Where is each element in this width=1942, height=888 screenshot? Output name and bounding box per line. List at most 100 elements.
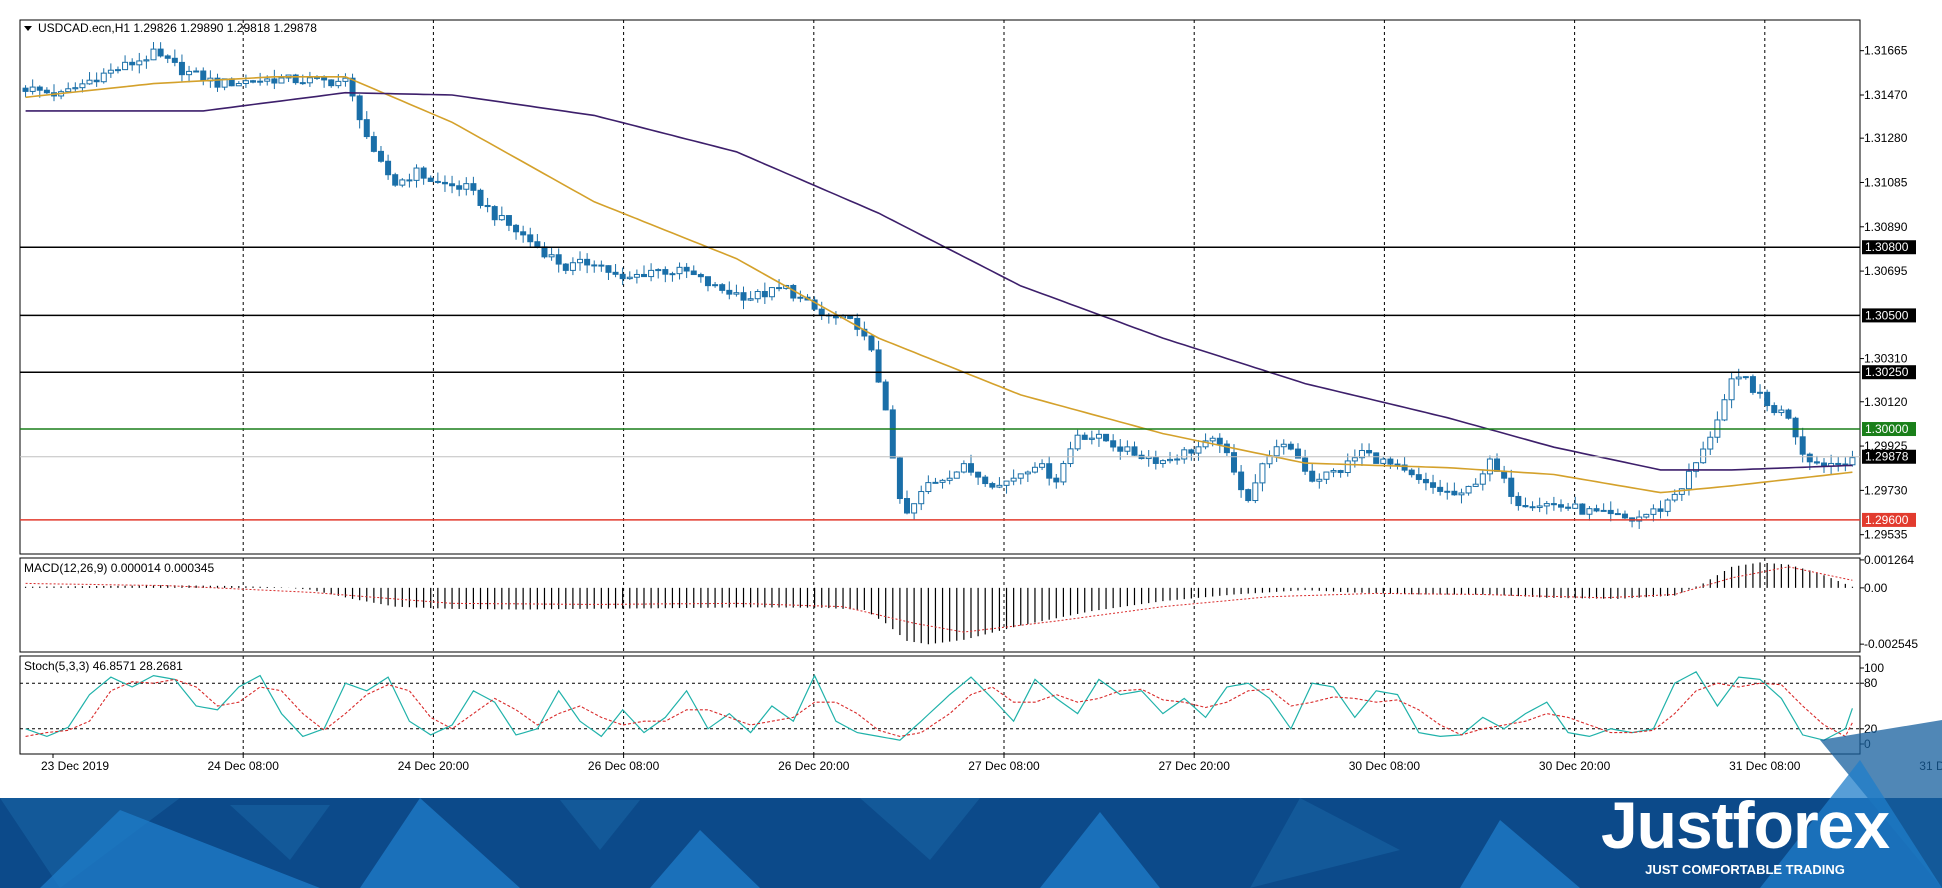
candle-body [470,183,477,191]
price-axis-label: 1.30120 [1864,395,1908,409]
macd-signal-line [25,566,1853,633]
candle-body [1792,417,1799,438]
candle-body [640,273,647,278]
candle-body [1231,452,1238,473]
candle-body [761,291,768,298]
candle-body [548,254,555,258]
candle-body [1764,391,1771,407]
candle-body [413,167,420,181]
candle-body [648,269,655,278]
candle-body [1657,508,1664,512]
time-label: 26 Dec 08:00 [588,759,660,773]
candle-body [72,87,79,90]
banner-shape [1250,798,1400,888]
candle-body [214,77,221,88]
candle-body [29,86,36,92]
candle-body [377,150,384,162]
candle-body [1280,443,1287,448]
candle-body [1031,466,1038,473]
candle-body [960,463,967,473]
candle-body [733,292,740,295]
candle-body [1515,495,1522,507]
candle-body [868,335,875,351]
collapse-arrow-icon [24,26,32,31]
candle-body [1309,470,1316,482]
candle-body [541,246,548,258]
candle-body [1323,471,1330,480]
candle-body [157,48,164,57]
moving-average-fast [25,76,1853,494]
candle-body [690,270,697,276]
candle-body [1067,448,1074,465]
candle-body [1039,463,1046,468]
stoch-axis-label: 100 [1864,661,1884,675]
candle-body [989,483,996,488]
candle-body [569,262,576,271]
price-axis-label: 1.29535 [1864,528,1908,542]
candle-body [1835,462,1842,465]
candle-body [257,80,264,83]
candle-body [1088,437,1095,440]
candle-body [306,77,313,84]
candle-body [200,70,207,82]
candle-body [93,79,100,83]
candle-body [854,317,861,330]
candle-body [1479,473,1486,485]
current-price-label: 1.29878 [1865,450,1909,464]
candle-body [114,69,121,72]
candle-body [321,76,328,81]
candle-body [1799,436,1806,455]
candle-body [150,48,157,61]
candle-body [1081,434,1088,440]
candle-body [1685,470,1692,490]
candle-body [1813,461,1820,464]
candle-body [1501,470,1508,479]
candle-body [1373,452,1380,464]
candle-body [278,77,285,84]
time-label: 30 Dec 20:00 [1539,759,1611,773]
candle-body [1046,463,1053,479]
banner-shape [1040,812,1160,888]
candle-body [1621,513,1628,519]
candle-body [370,136,377,152]
candle-body [1771,405,1778,414]
candle-body [171,57,178,63]
candle-body [1131,446,1138,456]
candle-body [392,174,399,186]
symbol-header: USDCAD.ecn,H1 1.29826 1.29890 1.29818 1.… [38,21,317,35]
candle-body [1110,440,1117,448]
candle-body [65,88,72,93]
candle-body [982,476,989,485]
candle-body [335,80,342,87]
candle-body [1188,449,1195,454]
candle-body [683,266,690,272]
candle-body [598,264,605,267]
candle-body [1167,458,1174,462]
candle-body [122,61,129,71]
price-level-label: 1.30250 [1865,365,1909,379]
candle-body [1344,460,1351,474]
candle-body [1024,471,1031,475]
banner-shape [560,800,640,850]
time-label: 24 Dec 08:00 [208,759,280,773]
candle-body [889,409,896,459]
candle-body [1060,463,1067,483]
candle-body [1387,458,1394,465]
candle-body [356,95,363,121]
candle-body [1124,446,1131,452]
candle-body [1785,409,1792,419]
candle-body [1216,437,1223,445]
candle-body [925,482,932,493]
banner-shape [1460,820,1580,888]
candle-body [612,271,619,275]
candle-body [1259,463,1266,484]
candle-body [776,287,783,290]
candle-body [1458,492,1465,496]
candle-body [1451,490,1458,496]
candle-body [967,463,974,473]
price-axis-label: 1.30890 [1864,220,1908,234]
candle-body [1579,503,1586,515]
candle-body [1366,449,1373,454]
candles-group [22,42,1856,529]
